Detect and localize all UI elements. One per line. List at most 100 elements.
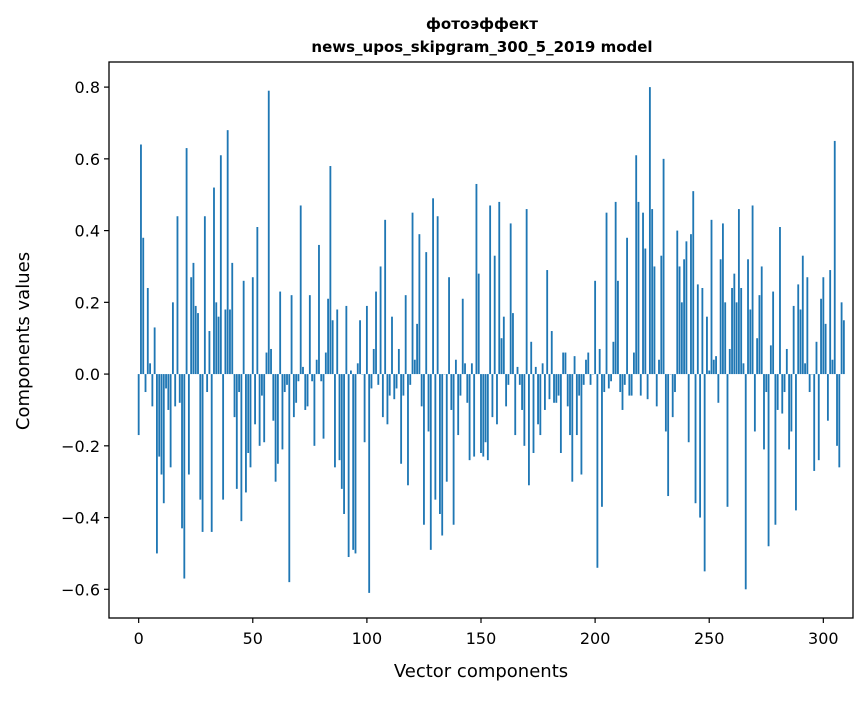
bar-76 (311, 374, 313, 381)
bar-206 (608, 374, 610, 388)
bar-266 (745, 374, 747, 589)
bar-271 (756, 338, 758, 374)
bar-282 (781, 374, 783, 413)
bar-38 (224, 310, 226, 375)
bar-14 (170, 374, 172, 467)
chart-title-line-2: news_upos_skipgram_300_5_2019 model (311, 38, 652, 56)
bar-262 (736, 302, 738, 374)
bar-158 (498, 202, 500, 374)
bar-231 (665, 374, 667, 431)
bar-230 (663, 159, 665, 374)
bar-194 (581, 374, 583, 474)
bar-234 (672, 374, 674, 417)
bar-279 (774, 374, 776, 525)
bar-82 (325, 353, 327, 375)
bar-308 (841, 302, 843, 374)
bar-140 (457, 374, 459, 435)
bar-22 (188, 374, 190, 474)
bar-74 (307, 374, 309, 406)
bar-218 (635, 155, 637, 374)
bar-136 (448, 277, 450, 374)
bar-97 (359, 320, 361, 374)
bar-70 (298, 374, 300, 381)
bar-184 (558, 374, 560, 396)
bar-60 (275, 374, 277, 482)
bar-112 (393, 374, 395, 399)
bar-177 (542, 363, 544, 374)
bar-139 (455, 360, 457, 374)
bar-23 (190, 277, 192, 374)
bar-175 (537, 374, 539, 424)
bar-102 (371, 374, 373, 388)
bar-214 (626, 238, 628, 374)
bar-179 (546, 270, 548, 374)
bar-287 (793, 306, 795, 374)
bar-109 (387, 374, 389, 424)
bar-300 (822, 277, 824, 374)
bar-172 (530, 342, 532, 374)
bar-48 (247, 374, 249, 453)
bar-42 (234, 374, 236, 417)
bar-211 (619, 374, 621, 392)
bar-173 (533, 374, 535, 453)
bar-286 (790, 374, 792, 431)
bar-126 (425, 252, 427, 374)
bar-176 (539, 374, 541, 435)
bar-186 (562, 353, 564, 375)
bar-9 (158, 374, 160, 457)
bar-15 (172, 302, 174, 374)
bar-198 (590, 374, 592, 385)
bar-27 (199, 374, 201, 500)
bar-16 (174, 374, 176, 406)
bar-255 (720, 259, 722, 374)
bar-256 (722, 223, 724, 374)
bar-21 (186, 148, 188, 374)
bar-55 (263, 374, 265, 442)
bar-146 (471, 363, 473, 374)
bar-120 (412, 213, 414, 374)
chart-title-line-1: фотоэффект (426, 15, 538, 33)
bar-191 (574, 356, 576, 374)
bar-219 (638, 202, 640, 374)
bar-189 (569, 374, 571, 435)
bar-258 (727, 374, 729, 507)
x-tick-label: 300 (808, 629, 839, 648)
bar-31 (209, 331, 211, 374)
bar-115 (400, 374, 402, 464)
bar-93 (350, 370, 352, 374)
bar-183 (555, 374, 557, 403)
bar-185 (560, 374, 562, 453)
bar-303 (829, 270, 831, 374)
bar-78 (316, 360, 318, 374)
bar-123 (418, 234, 420, 374)
bar-32 (211, 374, 213, 532)
bar-252 (713, 360, 715, 374)
bar-40 (229, 310, 231, 375)
bar-19 (181, 374, 183, 528)
y-axis-label: Components values (13, 252, 34, 430)
x-tick-label: 250 (694, 629, 725, 648)
bar-45 (240, 374, 242, 521)
bar-261 (733, 274, 735, 374)
bar-221 (642, 213, 644, 374)
bar-113 (396, 374, 398, 388)
bar-285 (788, 374, 790, 449)
bar-249 (706, 317, 708, 374)
bar-91 (345, 306, 347, 374)
y-tick-label: 0.0 (75, 365, 100, 384)
bar-155 (492, 374, 494, 417)
bar-77 (313, 374, 315, 446)
bar-99 (364, 374, 366, 442)
bar-239 (683, 259, 685, 374)
bar-207 (610, 374, 612, 381)
bar-181 (551, 331, 553, 374)
bar-170 (526, 209, 528, 374)
bar-240 (685, 241, 687, 374)
bar-3 (145, 374, 147, 392)
bar-291 (802, 256, 804, 374)
y-tick-label: 0.8 (75, 78, 100, 97)
bar-0 (138, 374, 140, 435)
bar-28 (202, 374, 204, 532)
